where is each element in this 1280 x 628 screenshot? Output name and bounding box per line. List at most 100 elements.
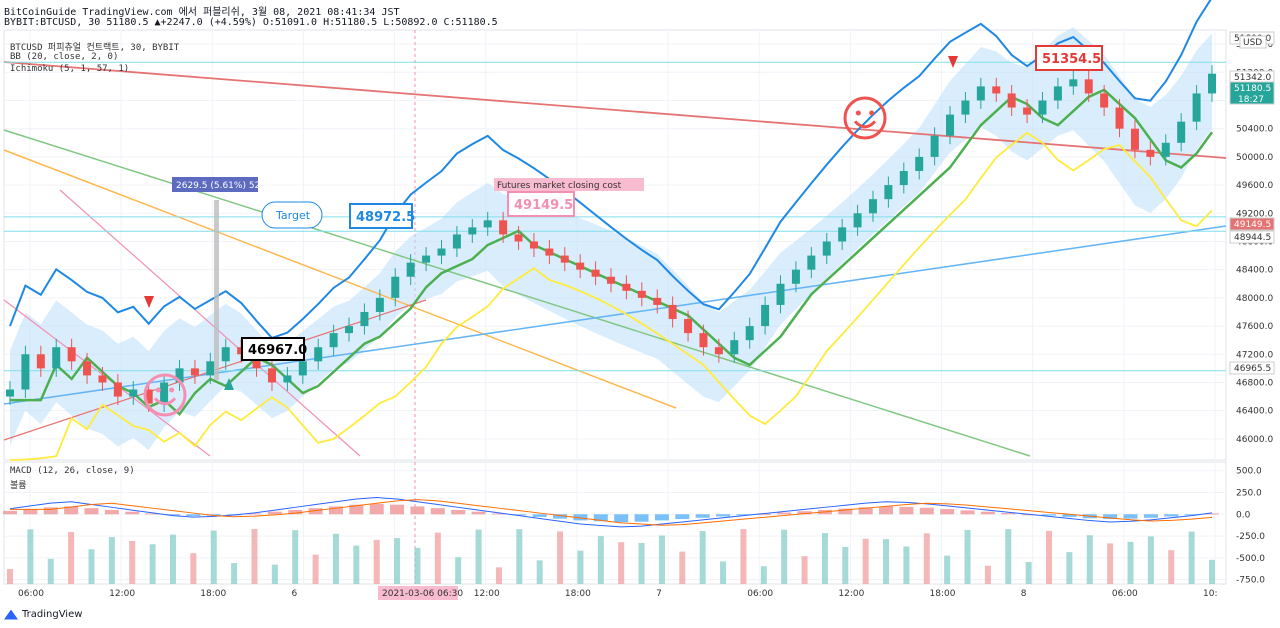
legend-bb[interactable]: BB (20, close, 2, 0) bbox=[10, 52, 119, 62]
candle-body bbox=[36, 354, 45, 369]
candle-body bbox=[83, 361, 92, 376]
macd-bar bbox=[84, 508, 99, 515]
futures-box bbox=[494, 178, 644, 191]
candle-body bbox=[684, 319, 693, 334]
candle bbox=[1100, 84, 1109, 116]
smiley-icon bbox=[143, 373, 187, 417]
candle bbox=[175, 359, 184, 391]
macd-bar bbox=[879, 506, 894, 515]
macd-bar bbox=[1103, 514, 1118, 520]
candle-body bbox=[1192, 93, 1201, 122]
candle bbox=[52, 338, 61, 377]
candle bbox=[1053, 77, 1062, 109]
candle-body bbox=[899, 170, 908, 186]
legend-ichimoku[interactable]: Ichimoku (5, 1, 57, 1) bbox=[10, 64, 130, 74]
candle bbox=[807, 247, 816, 279]
candle-body bbox=[961, 100, 970, 115]
price-tag-text: 49149.5 bbox=[1234, 220, 1271, 230]
candle-body bbox=[868, 199, 877, 214]
candle bbox=[791, 261, 800, 293]
candle bbox=[360, 303, 369, 335]
candle-body bbox=[452, 234, 461, 249]
macd-bar bbox=[206, 514, 221, 516]
x-tick-label: 8 bbox=[1021, 589, 1027, 599]
candle-body bbox=[499, 220, 508, 235]
price-tag: 46965.5 bbox=[1229, 361, 1275, 375]
candle bbox=[591, 261, 600, 286]
volume-bar bbox=[1127, 541, 1134, 584]
candle-body bbox=[730, 340, 739, 355]
pink-line-1 bbox=[59, 189, 361, 457]
candle bbox=[98, 366, 107, 391]
candle bbox=[6, 381, 14, 406]
legend-symbol[interactable]: BTCUSD 퍼피츄얼 컨트랙트, 30, BYBIT bbox=[10, 43, 180, 53]
volume-bar bbox=[27, 529, 34, 584]
y-tick-label: 46800.0 bbox=[1236, 378, 1273, 388]
macd-bar bbox=[390, 504, 405, 515]
price-callout-49149: 49149.5 bbox=[507, 191, 575, 217]
macd-bar bbox=[919, 507, 934, 515]
candle bbox=[437, 240, 446, 265]
candle bbox=[1130, 120, 1139, 159]
candle-body bbox=[915, 156, 924, 171]
volume-bar bbox=[781, 529, 788, 584]
resistance-line bbox=[3, 61, 1227, 159]
candle-body bbox=[668, 304, 677, 320]
macd-bar bbox=[1184, 514, 1199, 516]
legend-volume[interactable]: 볼륨 bbox=[10, 481, 27, 491]
price-tag: 51180.518:27 bbox=[1229, 81, 1275, 105]
macd-bar bbox=[654, 514, 669, 521]
candle bbox=[699, 324, 708, 356]
macd-bar bbox=[1062, 514, 1077, 517]
price-tag-text: 48944.5 bbox=[1234, 233, 1271, 243]
measure-text: 2629.5 (5.61%) 5259 bbox=[176, 181, 272, 191]
macd-tick-label: 0.0 bbox=[1236, 510, 1251, 520]
candle-body bbox=[1146, 149, 1155, 157]
candle-body bbox=[468, 227, 477, 235]
macd-bar bbox=[186, 514, 201, 517]
volume-bar bbox=[638, 543, 645, 584]
candle-body bbox=[545, 248, 554, 256]
futures-text: Futures market closing cost bbox=[497, 181, 622, 191]
volume-bar bbox=[271, 564, 278, 584]
smiley-eye bbox=[155, 387, 161, 393]
candle bbox=[1208, 65, 1216, 102]
candle-body bbox=[761, 304, 770, 327]
macd-bar bbox=[145, 513, 160, 515]
candle bbox=[822, 233, 831, 265]
candle-body bbox=[853, 213, 862, 228]
measure-box bbox=[172, 177, 258, 192]
candle bbox=[314, 338, 323, 370]
footer[interactable]: TradingView bbox=[4, 609, 82, 620]
x-tick-label: 18:00 bbox=[200, 589, 226, 599]
volume-bar bbox=[1147, 536, 1154, 584]
candle-body bbox=[838, 227, 847, 242]
tradingview-logo-icon bbox=[4, 609, 18, 620]
candle-body bbox=[1208, 73, 1216, 94]
candle bbox=[545, 240, 554, 265]
volume-bar bbox=[618, 542, 625, 584]
candle-body bbox=[822, 241, 831, 256]
candle-body bbox=[607, 276, 615, 284]
candle-body bbox=[144, 389, 153, 404]
volume-bar bbox=[984, 565, 991, 584]
legend-macd[interactable]: MACD (12, 26, close, 9) bbox=[10, 466, 135, 476]
candle-body bbox=[1007, 93, 1016, 108]
volume-bar bbox=[47, 558, 54, 584]
volume-bar bbox=[1107, 543, 1114, 584]
macd-bar bbox=[125, 511, 140, 515]
macd-bar bbox=[797, 511, 812, 515]
macd-line bbox=[9, 497, 1213, 528]
date-marker-box bbox=[378, 586, 458, 600]
candle-body bbox=[637, 290, 646, 298]
currency-button: USD bbox=[1239, 35, 1267, 49]
candle bbox=[853, 204, 862, 236]
callout-text: 49149.5 bbox=[514, 198, 573, 213]
volume-bar bbox=[1025, 561, 1032, 584]
price-tag: 51342.0 bbox=[1229, 70, 1275, 84]
volume-bar bbox=[149, 544, 156, 584]
y-tick-label: 50000.0 bbox=[1236, 153, 1273, 163]
candle bbox=[160, 374, 169, 413]
volume-bar bbox=[862, 538, 869, 584]
